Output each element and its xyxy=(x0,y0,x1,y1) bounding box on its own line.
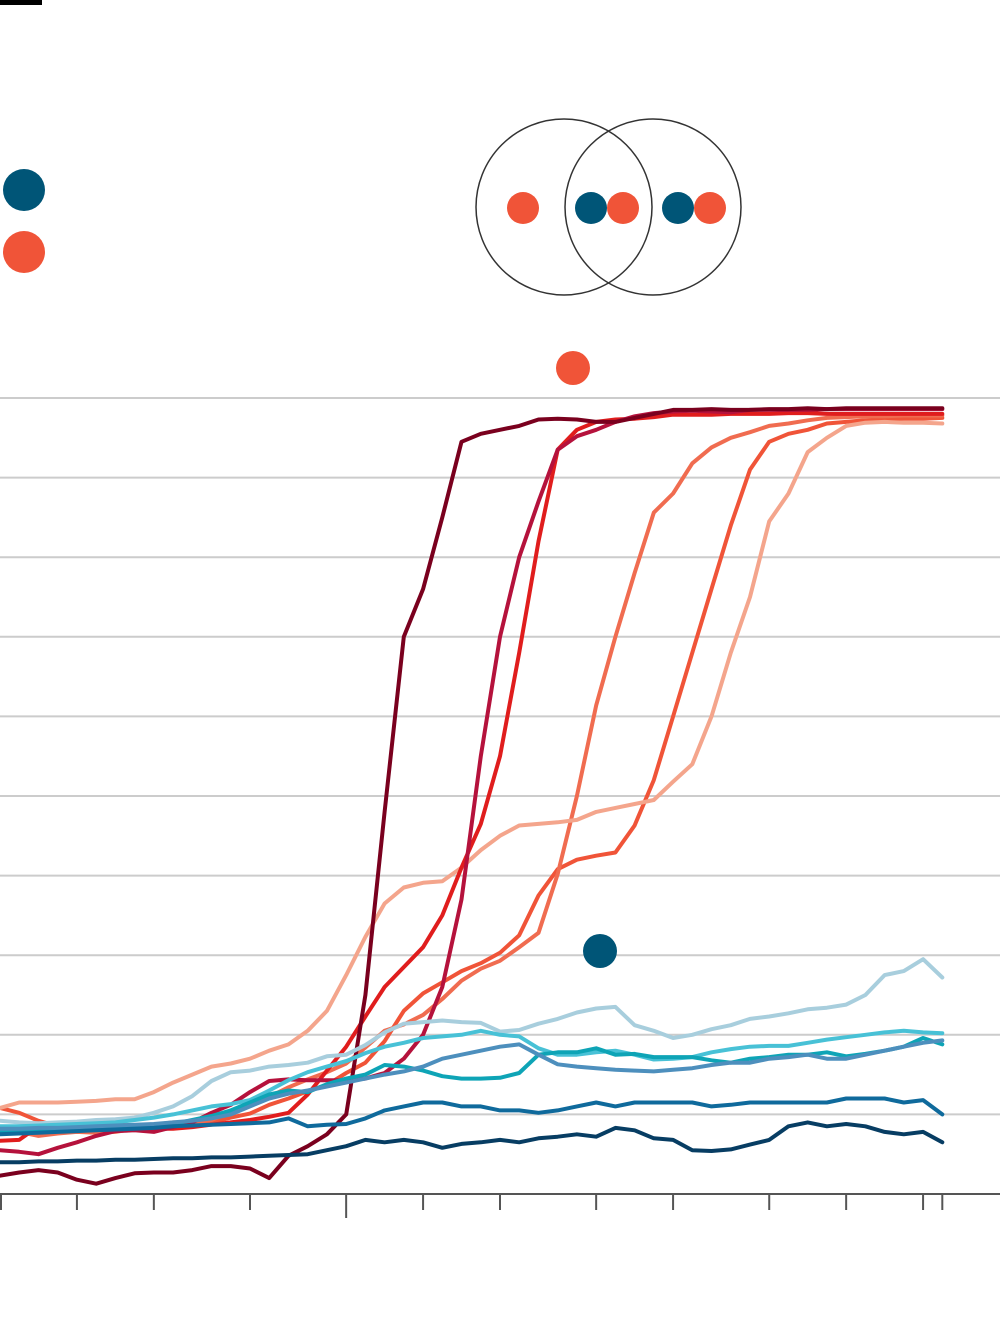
legend-swatch-blue xyxy=(3,169,45,211)
red-group-marker xyxy=(556,351,590,385)
series-line-2 xyxy=(0,413,945,1138)
venn-overlap-blue-dot xyxy=(575,192,607,224)
venn-left-red-dot xyxy=(507,192,539,224)
top-rule xyxy=(0,0,42,5)
legend-swatch-red xyxy=(3,231,45,273)
series-line-7 xyxy=(0,957,945,1126)
series-line-10 xyxy=(0,1038,945,1131)
series-line-11 xyxy=(0,1096,945,1137)
x-axis xyxy=(0,1193,1000,1218)
series-line-1 xyxy=(0,415,945,1129)
series-line-8 xyxy=(0,1028,945,1129)
venn-right-blue-dot xyxy=(662,192,694,224)
venn-right-circle xyxy=(564,118,742,296)
series-line-12 xyxy=(0,1120,945,1165)
venn-diagram xyxy=(475,118,742,296)
series-line-3 xyxy=(0,419,945,1110)
venn-overlap-red-dot xyxy=(607,192,639,224)
venn-right-red-dot xyxy=(694,192,726,224)
series-line-6 xyxy=(0,406,945,1186)
blue-group-marker xyxy=(583,934,617,968)
venn-left-circle xyxy=(475,118,653,296)
series-group xyxy=(0,406,945,1186)
group-markers xyxy=(556,351,617,968)
